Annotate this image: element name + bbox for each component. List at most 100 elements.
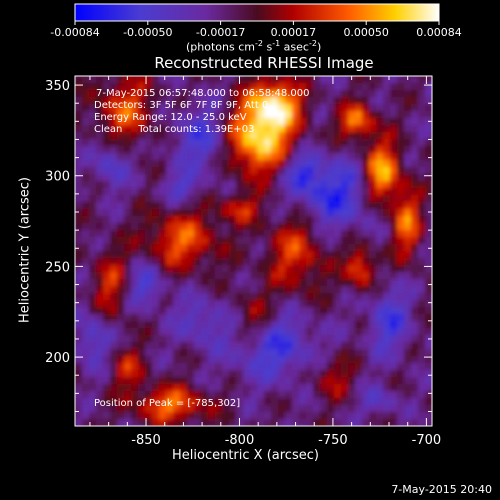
heatmap-cell <box>376 244 384 252</box>
heatmap-cell <box>432 363 440 371</box>
heatmap-cell <box>138 174 146 182</box>
heatmap-cell <box>432 216 440 224</box>
heatmap-cell <box>369 90 377 98</box>
heatmap-cell <box>222 398 230 406</box>
heatmap-cell <box>187 398 195 406</box>
heatmap-cell <box>222 104 230 112</box>
heatmap-cell <box>194 419 202 426</box>
heatmap-cell <box>89 146 97 154</box>
heatmap-cell <box>292 342 300 350</box>
heatmap-cell <box>327 181 335 189</box>
heatmap-cell <box>383 132 391 140</box>
heatmap-cell <box>425 76 432 84</box>
heatmap-cell <box>194 244 202 252</box>
heatmap-cell <box>425 132 432 140</box>
heatmap-cell <box>166 405 174 413</box>
heatmap-cell <box>131 405 139 413</box>
heatmap-cell <box>96 342 104 350</box>
heatmap-cell <box>348 286 356 294</box>
heatmap-cell <box>278 286 286 294</box>
heatmap-cell <box>369 272 377 280</box>
heatmap-cell <box>124 335 132 343</box>
heatmap-cell <box>75 314 83 322</box>
heatmap-cell <box>138 321 146 329</box>
heatmap-cell <box>278 363 286 371</box>
heatmap-cell <box>411 132 419 140</box>
heatmap-cell <box>110 83 118 91</box>
heatmap-cell <box>138 244 146 252</box>
heatmap-cell <box>89 230 97 238</box>
heatmap-cell <box>222 307 230 315</box>
heatmap-cell <box>215 202 223 210</box>
heatmap-cell <box>355 223 363 231</box>
heatmap-cell <box>390 265 398 273</box>
heatmap-cell <box>299 412 307 420</box>
heatmap-cell <box>306 216 314 224</box>
heatmap-cell <box>82 286 90 294</box>
heatmap-cell <box>425 209 432 217</box>
heatmap-cell <box>131 118 139 126</box>
heatmap-cell <box>166 342 174 350</box>
heatmap-cell <box>383 405 391 413</box>
heatmap-cell <box>425 167 432 175</box>
heatmap-cell <box>187 90 195 98</box>
heatmap-cell <box>285 321 293 329</box>
heatmap-cell <box>320 76 328 84</box>
heatmap-cell <box>376 272 384 280</box>
heatmap-cell <box>124 202 132 210</box>
heatmap-cell <box>327 146 335 154</box>
heatmap-cell <box>369 384 377 392</box>
heatmap-cell <box>201 202 209 210</box>
heatmap-cell <box>222 293 230 301</box>
heatmap-cell <box>278 216 286 224</box>
heatmap-cell <box>180 405 188 413</box>
heatmap-cell <box>306 391 314 399</box>
heatmap-cell <box>306 97 314 105</box>
heatmap-cell <box>229 90 237 98</box>
heatmap-cell <box>362 223 370 231</box>
heatmap-cell <box>313 391 321 399</box>
heatmap-cell <box>117 328 125 336</box>
heatmap-cell <box>404 342 412 350</box>
heatmap-cell <box>411 181 419 189</box>
heatmap-cell <box>173 195 181 203</box>
heatmap-cell <box>75 300 83 308</box>
heatmap-cell <box>173 377 181 385</box>
heatmap-cell <box>278 307 286 315</box>
heatmap-cell <box>341 419 349 426</box>
heatmap-cell <box>82 76 90 84</box>
heatmap-cell <box>271 405 279 413</box>
heatmap-cell <box>285 398 293 406</box>
heatmap-cell <box>306 223 314 231</box>
heatmap-cell <box>159 300 167 308</box>
heatmap-cell <box>278 97 286 105</box>
heatmap-cell <box>131 237 139 245</box>
heatmap-cell <box>285 244 293 252</box>
heatmap-cell <box>159 244 167 252</box>
heatmap-cell <box>397 125 405 133</box>
heatmap-cell <box>145 384 153 392</box>
heatmap-cell <box>383 83 391 91</box>
heatmap-cell <box>166 118 174 126</box>
heatmap-cell <box>138 349 146 357</box>
heatmap-cell <box>362 160 370 168</box>
heatmap-cell <box>201 328 209 336</box>
heatmap-cell <box>425 97 432 105</box>
heatmap-cell <box>103 251 111 259</box>
heatmap-cell <box>369 237 377 245</box>
heatmap-cell <box>306 118 314 126</box>
heatmap-cell <box>243 363 251 371</box>
heatmap-cell <box>236 265 244 273</box>
heatmap-cell <box>75 265 83 273</box>
heatmap-cell <box>75 370 83 378</box>
heatmap-cell <box>117 139 125 147</box>
heatmap-cell <box>432 258 440 266</box>
heatmap-cell <box>236 195 244 203</box>
heatmap-cell <box>292 153 300 161</box>
heatmap-cell <box>362 251 370 259</box>
heatmap-cell <box>418 160 426 168</box>
heatmap-cell <box>299 104 307 112</box>
heatmap-cell <box>201 265 209 273</box>
heatmap-cell <box>159 265 167 273</box>
heatmap-cell <box>208 104 216 112</box>
